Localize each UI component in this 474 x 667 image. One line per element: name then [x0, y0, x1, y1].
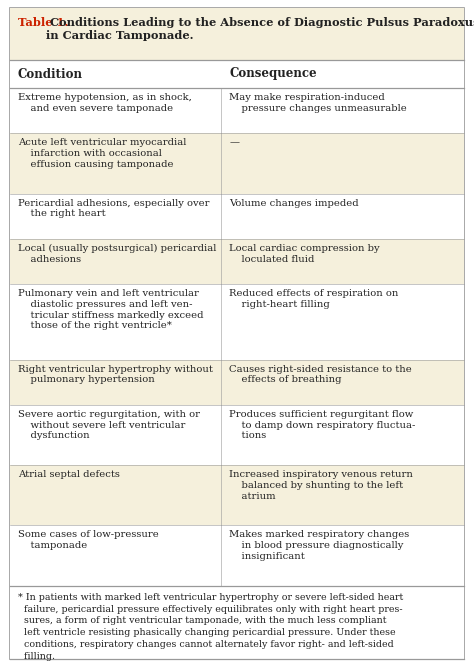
Bar — [10, 284, 464, 360]
Text: Pericardial adhesions, especially over
    the right heart: Pericardial adhesions, especially over t… — [18, 199, 210, 218]
Bar — [10, 88, 464, 133]
Text: Consequence: Consequence — [229, 67, 317, 81]
Text: Pulmonary vein and left ventricular
    diastolic pressures and left ven-
    tr: Pulmonary vein and left ventricular dias… — [18, 289, 203, 330]
Text: Causes right-sided resistance to the
    effects of breathing: Causes right-sided resistance to the eff… — [229, 365, 412, 384]
Bar — [10, 193, 464, 239]
Text: Severe aortic regurgitation, with or
    without severe left ventricular
    dys: Severe aortic regurgitation, with or wit… — [18, 410, 200, 440]
Text: Right ventricular hypertrophy without
    pulmonary hypertension: Right ventricular hypertrophy without pu… — [18, 365, 213, 384]
Bar — [10, 133, 464, 193]
Text: Some cases of low-pressure
    tamponade: Some cases of low-pressure tamponade — [18, 530, 159, 550]
Text: Makes marked respiratory changes
    in blood pressure diagnostically
    insign: Makes marked respiratory changes in bloo… — [229, 530, 410, 561]
Text: Table 1.: Table 1. — [18, 17, 68, 28]
Bar — [10, 360, 464, 405]
Text: Reduced effects of respiration on
    right-heart filling: Reduced effects of respiration on right-… — [229, 289, 399, 309]
Bar — [10, 405, 464, 465]
Bar — [10, 8, 464, 60]
Bar — [10, 60, 464, 88]
Text: * In patients with marked left ventricular hypertrophy or severe left-sided hear: * In patients with marked left ventricul… — [18, 593, 403, 661]
Bar — [10, 465, 464, 526]
Text: Local (usually postsurgical) pericardial
    adhesions: Local (usually postsurgical) pericardial… — [18, 244, 216, 263]
Text: Atrial septal defects: Atrial septal defects — [18, 470, 120, 479]
Text: Acute left ventricular myocardial
    infarction with occasional
    effusion ca: Acute left ventricular myocardial infarc… — [18, 138, 186, 169]
Text: May make respiration-induced
    pressure changes unmeasurable: May make respiration-induced pressure ch… — [229, 93, 407, 113]
Text: Extreme hypotension, as in shock,
    and even severe tamponade: Extreme hypotension, as in shock, and ev… — [18, 93, 192, 113]
Bar — [10, 586, 464, 659]
Text: —: — — [229, 138, 239, 147]
Text: Conditions Leading to the Absence of Diagnostic Pulsus Paradoxus
in Cardiac Tamp: Conditions Leading to the Absence of Dia… — [46, 17, 474, 41]
Bar — [10, 526, 464, 586]
Text: Condition: Condition — [18, 67, 83, 81]
Text: Produces sufficient regurgitant flow
    to damp down respiratory fluctua-
    t: Produces sufficient regurgitant flow to … — [229, 410, 416, 440]
Text: Local cardiac compression by
    loculated fluid: Local cardiac compression by loculated f… — [229, 244, 380, 263]
Text: Volume changes impeded: Volume changes impeded — [229, 199, 359, 207]
Text: Increased inspiratory venous return
    balanced by shunting to the left
    atr: Increased inspiratory venous return bala… — [229, 470, 413, 501]
Bar — [10, 239, 464, 284]
